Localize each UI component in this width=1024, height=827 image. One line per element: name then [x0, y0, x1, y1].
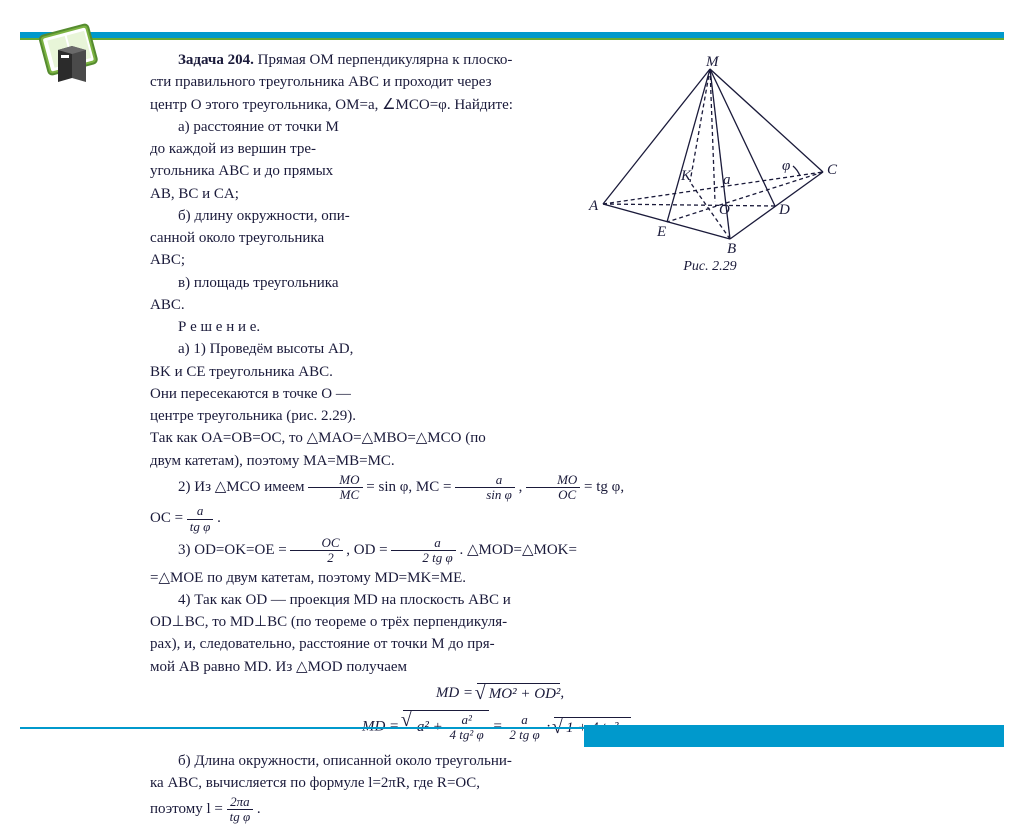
sol-3b: =△MOE по двум катетам, поэтому MD=MK=ME.: [150, 568, 850, 588]
sol-4-4: мой AB равно MD. Из △MOD получаем: [150, 657, 850, 677]
label-A: A: [588, 198, 599, 214]
formula-1: MD = MO² + OD²,: [150, 683, 850, 704]
sol-1-1: а) 1) Проведём высоты AD,: [150, 339, 850, 359]
top-accent-bar: [20, 32, 1004, 40]
label-C: C: [827, 162, 838, 178]
sol-1-3: Они пересекаются в точке O —: [150, 384, 850, 404]
pyramid-figure: M A B C D E K O a φ Рис. 2.29: [570, 54, 850, 277]
part-b-sol-3: поэтому l = 2πatg φ .: [150, 795, 850, 825]
sol-1-5: Так как OA=OB=OC, то △MAO=△MBO=△MCO (по: [150, 428, 850, 448]
sol-1-4: центре треугольника (рис. 2.29).: [150, 406, 850, 426]
label-B: B: [727, 241, 736, 254]
bottom-accent-bar: [584, 725, 1004, 747]
figure-caption: Рис. 2.29: [570, 258, 850, 277]
label-E: E: [656, 224, 666, 240]
label-a: a: [723, 172, 731, 188]
solution-heading: Р е ш е н и е.: [150, 317, 850, 337]
sol-3: 3) OD=OK=OE = OC2 , OD = a2 tg φ . △MOD=…: [150, 536, 850, 566]
part-c-2: ABC.: [150, 295, 850, 315]
sol-2b: OC = atg φ .: [150, 504, 850, 534]
label-M: M: [705, 54, 720, 70]
label-K: K: [680, 168, 692, 184]
part-b-sol-2: ка ABC, вычисляется по формуле l=2πR, гд…: [150, 773, 850, 793]
sol-1-2: BK и CE треугольника ABC.: [150, 362, 850, 382]
sol-4-3: рах), и, следовательно, расстояние от то…: [150, 634, 850, 654]
book-icon: [30, 10, 120, 100]
part-b-sol-1: б) Длина окружности, описанной около тре…: [150, 751, 850, 771]
sol-4-2: OD⊥BC, то MD⊥BC (по теореме о трёх перпе…: [150, 612, 850, 632]
label-D: D: [778, 202, 790, 218]
label-phi: φ: [782, 158, 790, 174]
label-O: O: [719, 202, 730, 218]
textbook-content: M A B C D E K O a φ Рис. 2.29 Задача 204…: [150, 50, 850, 827]
sol-4-1: 4) Так как OD — проекция MD на плоскость…: [150, 590, 850, 610]
sol-1-6: двум катетам), поэтому MA=MB=MC.: [150, 451, 850, 471]
sol-2: 2) Из △MCO имеем MOMC = sin φ, MC = asin…: [150, 473, 850, 503]
